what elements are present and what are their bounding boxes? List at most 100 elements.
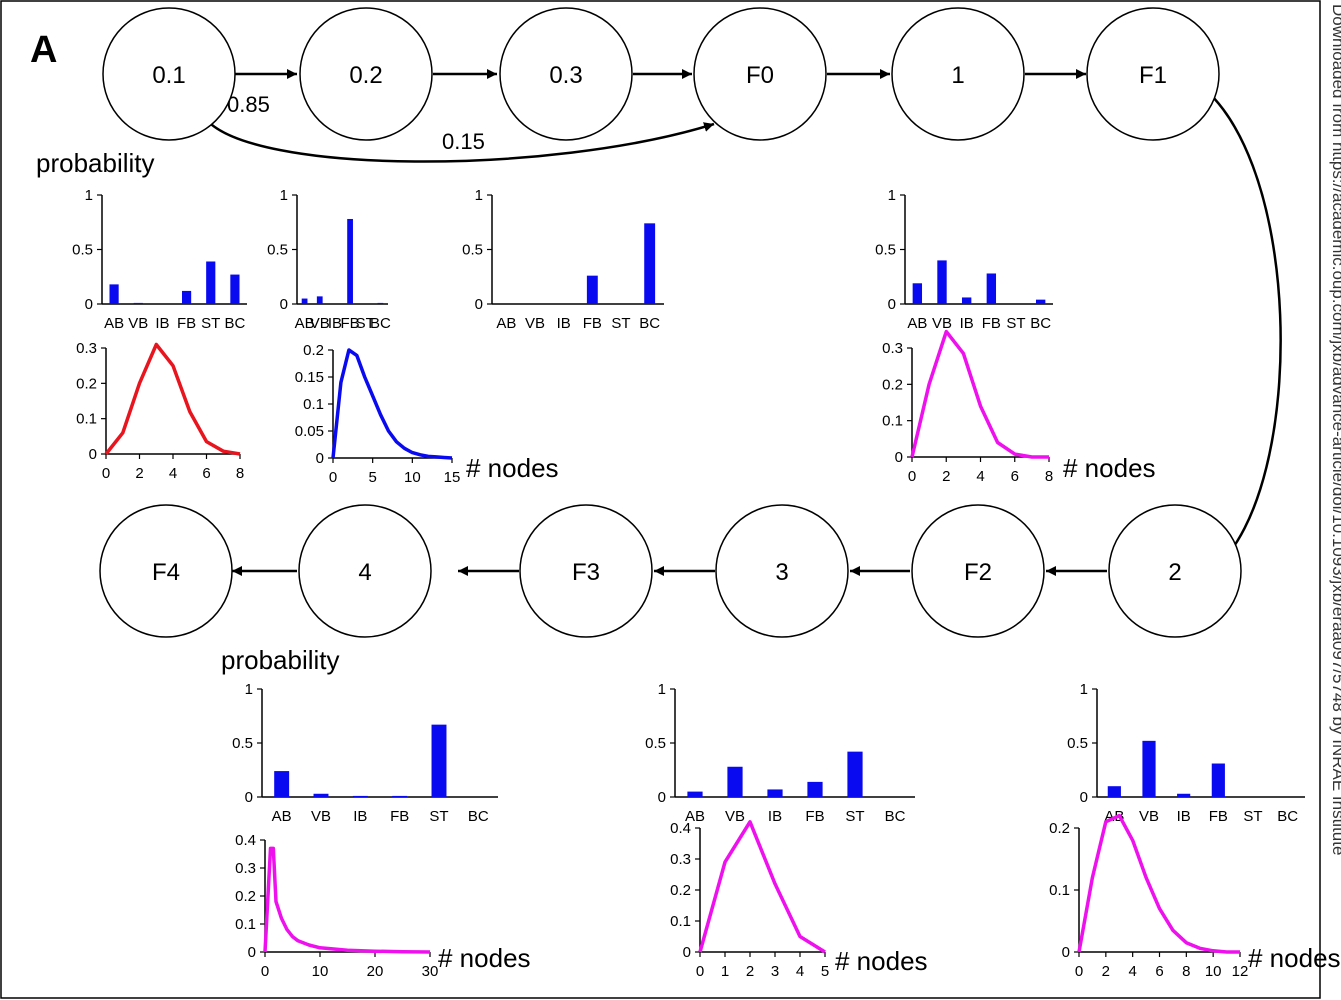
series-line <box>263 846 431 954</box>
y-tick-label: 0 <box>245 789 253 806</box>
bar-VB <box>1142 740 1156 797</box>
svg-text:0.2: 0.2 <box>349 62 382 89</box>
x-tick-label: VB <box>128 315 148 332</box>
svg-text:0.3: 0.3 <box>549 62 582 89</box>
svg-text:F2: F2 <box>964 559 992 586</box>
x-tick-label: VB <box>525 315 545 332</box>
series-line <box>910 329 1049 459</box>
x-tick-label: 0 <box>908 468 916 485</box>
y-tick-label: 0.1 <box>303 396 324 413</box>
y-tick-label: 1 <box>280 187 288 204</box>
state-node-F4: F4 <box>99 504 233 638</box>
bar-IB <box>1177 793 1191 797</box>
bar-AB <box>912 283 923 304</box>
y-tick-label: 0.5 <box>267 242 288 259</box>
x-tick-label: 8 <box>236 465 244 482</box>
x-tick-label: FB <box>805 808 824 825</box>
chart-bar_s1: 0 0.5 1 AB VB IB FB ST BC <box>875 187 1053 332</box>
x-tick-label: BC <box>468 808 489 825</box>
panel-label: A <box>30 29 57 71</box>
x-tick-label: BC <box>224 315 245 332</box>
x-tick-label: 5 <box>821 963 829 980</box>
x-tick-label: 0 <box>1075 963 1083 980</box>
x-tick-label: FB <box>583 315 602 332</box>
bar-BC <box>644 223 656 304</box>
y-tick-label: 0.2 <box>1049 820 1070 837</box>
x-tick-label: 2 <box>1102 963 1110 980</box>
y-tick-label: 0.3 <box>76 340 97 357</box>
state-node-F3: F3 <box>519 504 653 638</box>
x-tick-label: FB <box>390 808 409 825</box>
y-tick-label: 0.1 <box>76 411 97 428</box>
x-tick-label: 4 <box>169 465 177 482</box>
arrow-F1-2-curve <box>1182 72 1282 571</box>
x-tick-label: 6 <box>1011 468 1019 485</box>
y-tick-label: 0 <box>658 789 666 806</box>
x-tick-label: ST <box>201 315 220 332</box>
bar-IB <box>767 789 783 797</box>
x-tick-label: ST <box>845 808 864 825</box>
transition-prob-015: 0.15 <box>442 129 485 154</box>
x-tick-label: VB <box>932 315 952 332</box>
x-tick-label: AB <box>272 808 292 825</box>
chart-bar_s3: 0 0.5 1 AB VB IB FB ST BC <box>645 681 915 825</box>
bar-AB <box>1107 786 1121 797</box>
x-tick-label: BC <box>1030 315 1051 332</box>
y-tick-label: 0.1 <box>235 916 256 933</box>
x-tick-label: BC <box>370 315 391 332</box>
y-tick-label: 1 <box>475 187 483 204</box>
x-tick-label: 4 <box>1128 963 1136 980</box>
state-node-03: 0.3 <box>499 7 633 141</box>
y-tick-label: 0 <box>683 944 691 961</box>
y-tick-label: 0.05 <box>295 423 324 440</box>
chart-line_s01: 0 0.1 0.2 0.3 0 2 4 6 8 <box>76 340 244 482</box>
arrow-01-F0-curve <box>204 117 715 163</box>
y-tick-label: 0.15 <box>295 369 324 386</box>
x-tick-label: 10 <box>404 469 421 486</box>
y-tick-label: 0 <box>85 296 93 313</box>
chart-bar_s03: 0 0.5 1 AB VB IB FB ST BC <box>462 187 664 332</box>
state-node-F0: F0 <box>693 7 827 141</box>
probability-label-bottom: probability <box>221 645 340 675</box>
bar-BC <box>1035 299 1046 304</box>
x-tick-label: AB <box>907 315 927 332</box>
svg-text:2: 2 <box>1168 559 1181 586</box>
x-tick-label: ST <box>429 808 448 825</box>
y-tick-label: 0.2 <box>235 888 256 905</box>
x-tick-label: 8 <box>1182 963 1190 980</box>
state-node-02: 0.2 <box>299 7 433 141</box>
x-tick-label: AB <box>685 808 705 825</box>
y-tick-label: 0 <box>888 296 896 313</box>
x-tick-label: 10 <box>312 963 329 980</box>
nodes-label-2: # nodes <box>1063 453 1156 483</box>
x-tick-label: 6 <box>202 465 210 482</box>
x-tick-label: VB <box>1139 808 1159 825</box>
x-tick-label: IB <box>328 315 342 332</box>
x-tick-label: FB <box>1209 808 1228 825</box>
watermark-text: Downloaded from https://academic.oup.com… <box>1329 4 1341 855</box>
x-tick-label: 3 <box>771 963 779 980</box>
bar-AB <box>274 771 290 797</box>
x-tick-label: 0 <box>261 963 269 980</box>
y-tick-label: 0.3 <box>235 860 256 877</box>
bar-FB <box>1211 763 1225 797</box>
x-tick-label: 15 <box>444 469 461 486</box>
x-tick-label: 1 <box>721 963 729 980</box>
bar-FB <box>986 273 997 304</box>
chart-line_s02: 0 0.05 0.1 0.15 0.2 0 5 10 15 <box>295 342 461 486</box>
x-tick-label: 8 <box>1045 468 1053 485</box>
state-node-4: 4 <box>298 504 432 638</box>
y-tick-label: 0 <box>475 296 483 313</box>
y-tick-label: 0.2 <box>882 376 903 393</box>
bar-FB <box>586 275 598 304</box>
x-tick-label: AB <box>295 315 315 332</box>
x-tick-label: IB <box>155 315 169 332</box>
bar-AB <box>109 284 119 304</box>
x-tick-label: IB <box>353 808 367 825</box>
x-tick-label: VB <box>310 315 330 332</box>
y-tick-label: 0 <box>1080 789 1088 806</box>
bar-FB <box>181 290 192 304</box>
x-tick-label: VB <box>725 808 745 825</box>
x-tick-label: 2 <box>746 963 754 980</box>
